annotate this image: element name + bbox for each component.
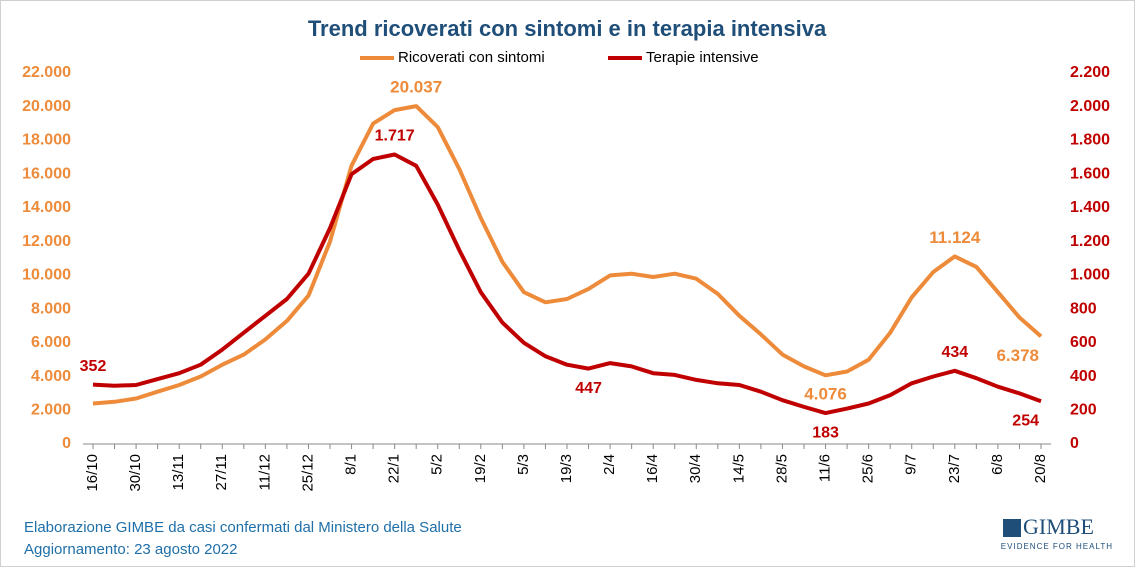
x-tick-label: 14/5 xyxy=(730,454,747,483)
footer-text: Elaborazione GIMBE da casi confermati da… xyxy=(24,519,462,536)
x-tick-label: 9/7 xyxy=(903,454,920,475)
y2-tick-label: 1.600 xyxy=(1070,165,1110,182)
data-label: 11.124 xyxy=(929,228,981,247)
logo-icon xyxy=(1003,519,1021,537)
y2-tick-label: 2.200 xyxy=(1070,64,1110,81)
x-tick-label: 8/1 xyxy=(343,454,360,475)
y-tick-label: 4.000 xyxy=(31,368,71,385)
series-line xyxy=(92,152,1042,416)
y2-tick-label: 1.200 xyxy=(1070,233,1110,250)
y2-tick-label: 600 xyxy=(1070,334,1097,351)
x-tick-label: 23/7 xyxy=(946,454,963,483)
x-tick-label: 6/8 xyxy=(989,454,1006,475)
y2-tick-label: 200 xyxy=(1070,401,1097,418)
y-tick-label: 6.000 xyxy=(31,334,71,351)
y-tick-label: 22.000 xyxy=(22,64,71,81)
data-label: 434 xyxy=(941,344,968,361)
x-tick-label: 13/11 xyxy=(170,454,187,490)
y-tick-label: 20.000 xyxy=(22,98,71,115)
y-tick-label: 16.000 xyxy=(22,165,71,182)
x-tick-label: 25/12 xyxy=(299,454,316,492)
series-line xyxy=(92,104,1043,406)
x-tick-label: 27/11 xyxy=(213,454,230,490)
x-tick-label: 25/6 xyxy=(860,454,877,483)
legend: Ricoverati con sintomi Terapie intensive xyxy=(360,49,759,66)
x-tick-label: 22/1 xyxy=(386,454,403,483)
y-tick-label: 0 xyxy=(62,435,71,452)
x-tick-label: 5/3 xyxy=(515,454,532,475)
x-tick-label: 11/12 xyxy=(256,454,273,490)
logo: GIMBE EVIDENCE FOR HEALTH xyxy=(1001,514,1113,551)
y-tick-label: 12.000 xyxy=(22,233,71,250)
data-label: 4.076 xyxy=(804,385,847,404)
y-tick-label: 18.000 xyxy=(22,132,71,149)
data-label: 1.717 xyxy=(375,128,415,145)
y-tick-label: 8.000 xyxy=(31,300,71,317)
y-tick-label: 10.000 xyxy=(22,267,71,284)
x-tick-label: 20/8 xyxy=(1032,454,1049,483)
data-label: 20.037 xyxy=(390,78,442,97)
logo-tagline: EVIDENCE FOR HEALTH xyxy=(1001,542,1113,551)
x-tick-label: 30/10 xyxy=(127,454,144,492)
x-tick-label: 19/3 xyxy=(558,454,575,483)
x-tick-label: 30/4 xyxy=(687,454,704,483)
logo-name: GIMBE xyxy=(1023,514,1094,539)
y-tick-label: 14.000 xyxy=(22,199,71,216)
y-tick-label: 2.000 xyxy=(31,401,71,418)
data-label: 352 xyxy=(80,358,107,375)
x-tick-label: 19/2 xyxy=(472,454,489,483)
x-tick-label: 28/5 xyxy=(773,454,790,483)
data-label: 6.378 xyxy=(996,346,1039,365)
x-tick-label: 16/4 xyxy=(644,454,661,483)
x-tick-label: 16/10 xyxy=(84,454,101,492)
data-label: 447 xyxy=(575,380,602,397)
x-tick-label: 2/4 xyxy=(601,454,618,475)
y2-tick-label: 0 xyxy=(1070,435,1079,452)
y2-tick-label: 800 xyxy=(1070,300,1097,317)
y2-tick-label: 400 xyxy=(1070,368,1097,385)
x-tick-label: 11/6 xyxy=(817,454,834,482)
chart-title: Trend ricoverati con sintomi e in terapi… xyxy=(308,16,827,41)
x-tick-label: 5/2 xyxy=(429,454,446,475)
y2-tick-label: 2.000 xyxy=(1070,98,1110,115)
y2-tick-label: 1.400 xyxy=(1070,199,1110,216)
legend-label: Ricoverati con sintomi xyxy=(398,49,545,66)
data-label: 254 xyxy=(1012,412,1039,429)
footer-text: Aggiornamento: 23 agosto 2022 xyxy=(24,541,238,558)
data-label: 183 xyxy=(812,424,839,441)
y2-tick-label: 1.800 xyxy=(1070,132,1110,149)
y2-tick-label: 1.000 xyxy=(1070,267,1110,284)
legend-label: Terapie intensive xyxy=(646,49,759,66)
